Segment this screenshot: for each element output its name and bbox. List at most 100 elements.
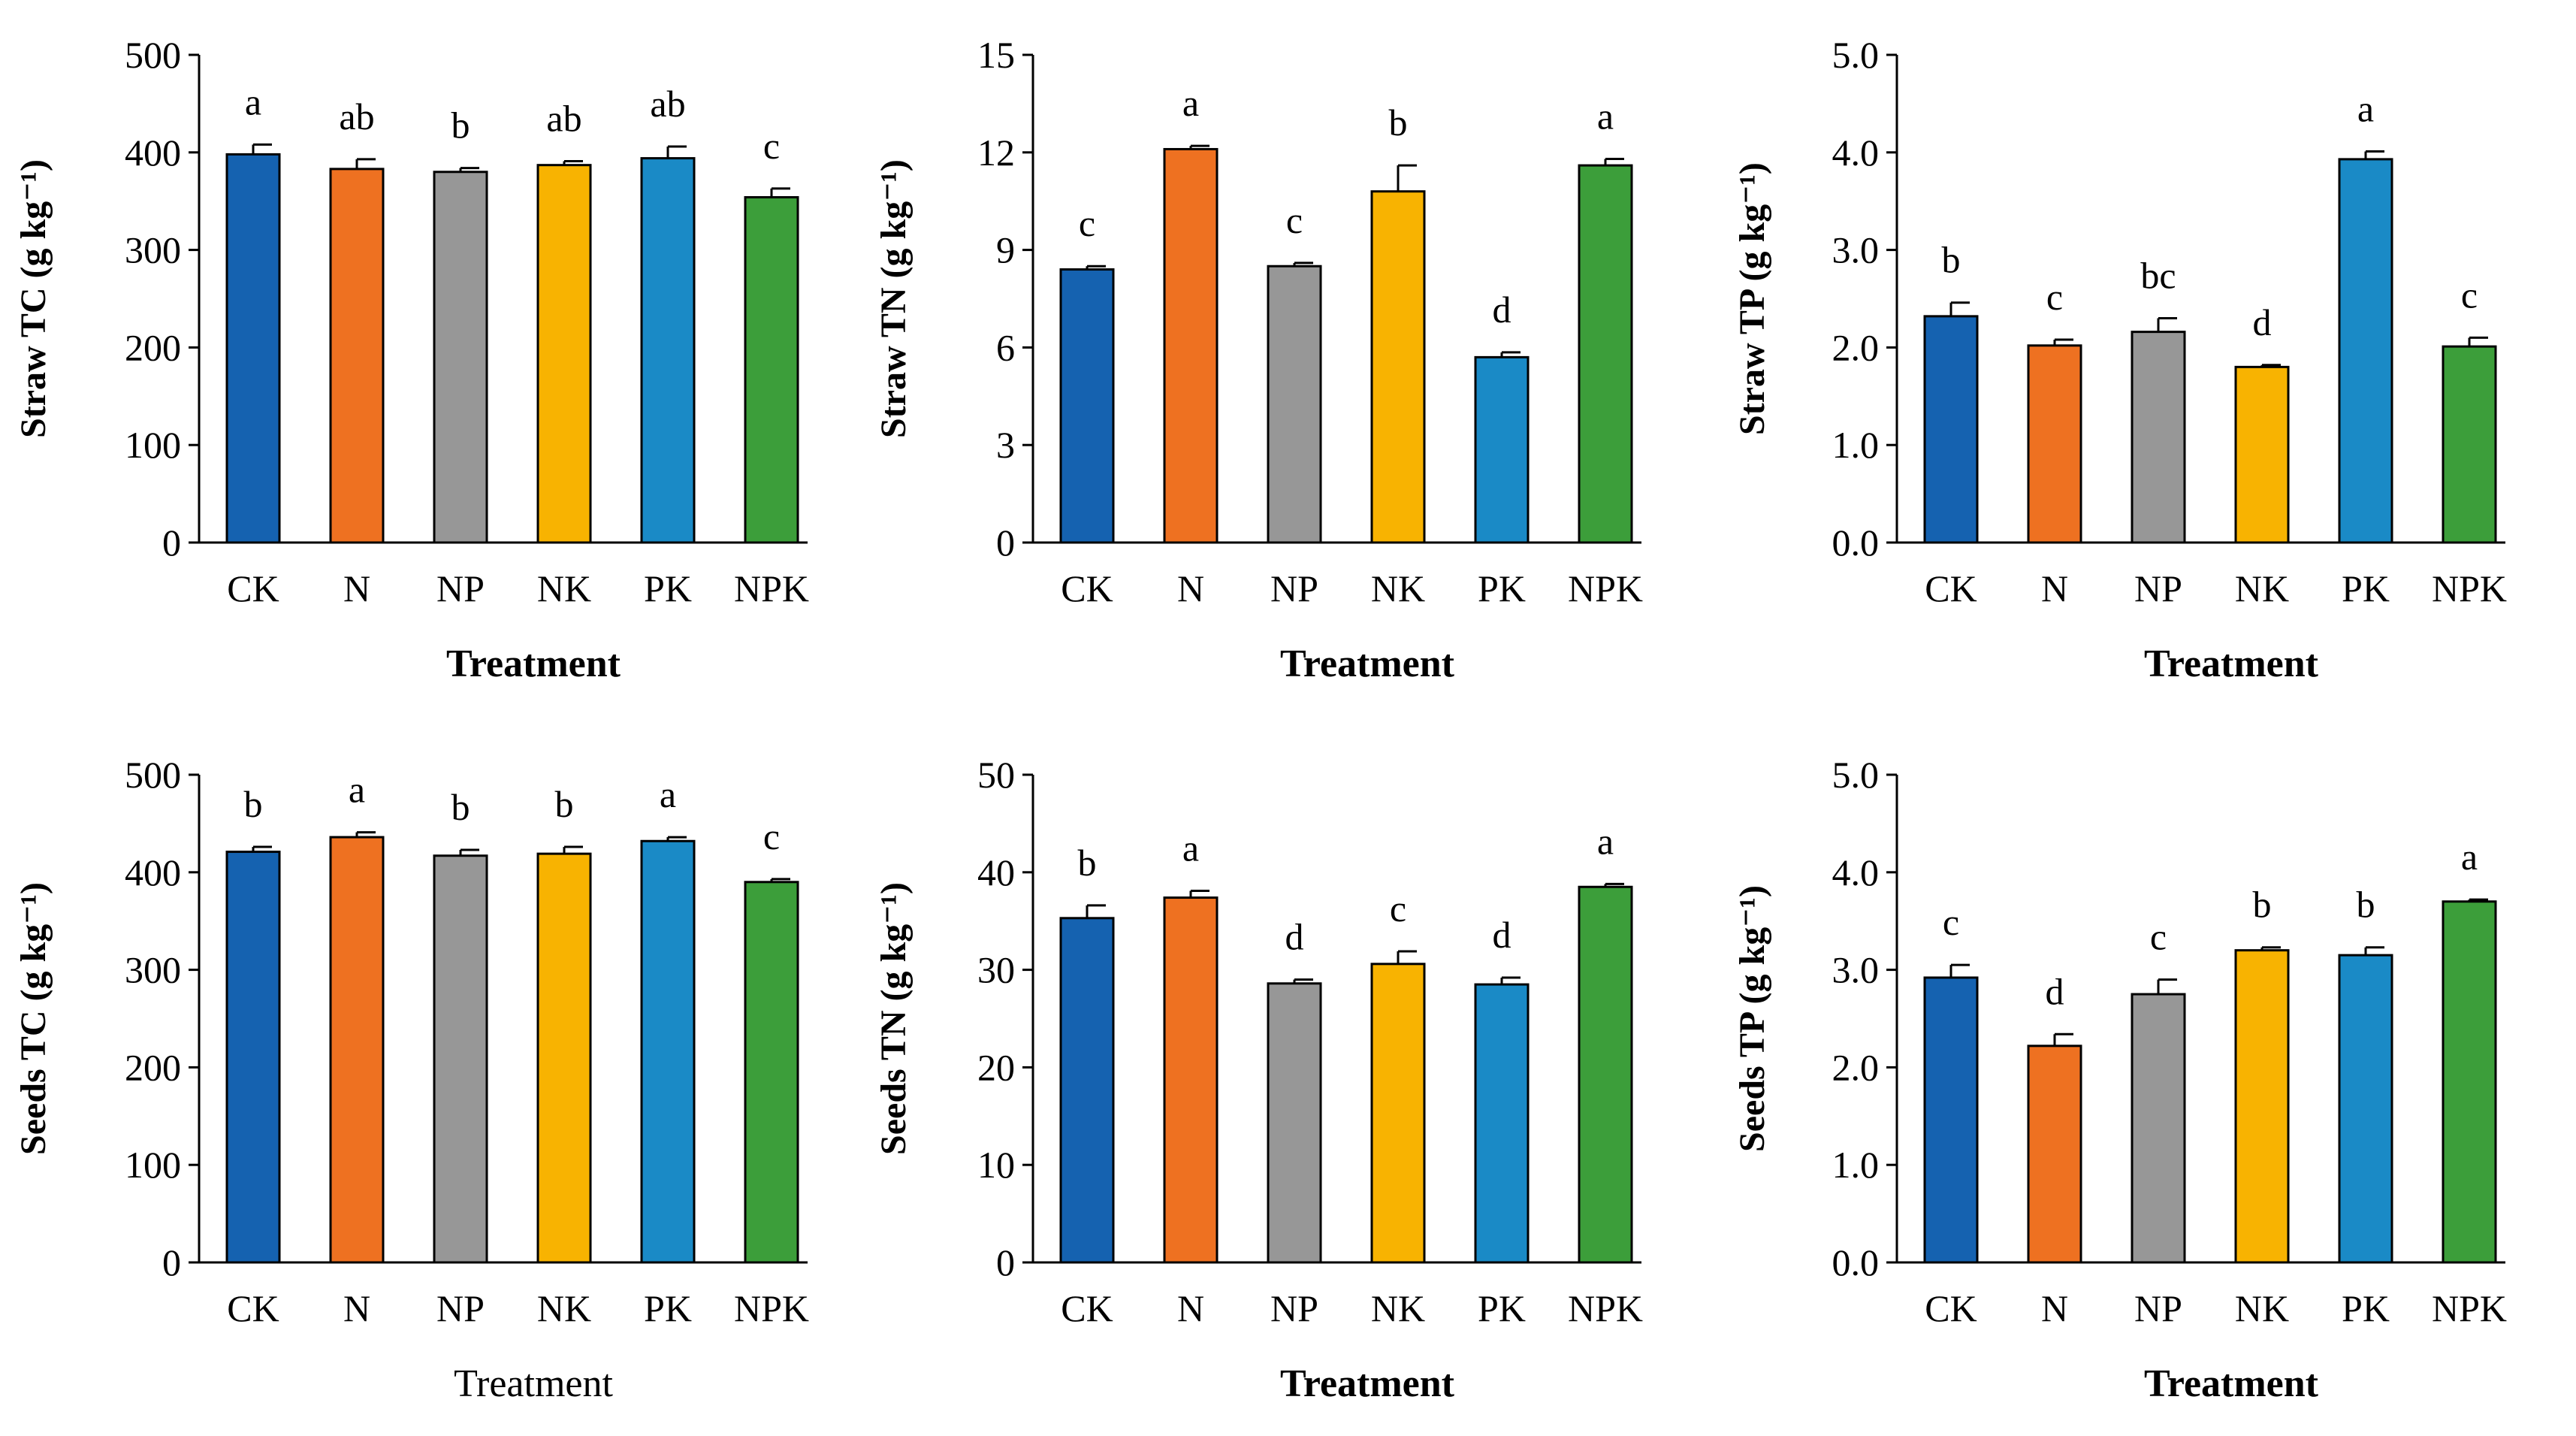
y-axis-title: Seeds TP (g kg⁻¹) <box>1732 885 1772 1152</box>
y-tick-label: 9 <box>996 229 1015 271</box>
y-tick-label: 500 <box>125 34 181 76</box>
x-axis-title: Treatment <box>1280 1362 1455 1405</box>
significance-letter: b <box>1942 239 1961 281</box>
y-tick-label: 1.0 <box>1832 1144 1880 1186</box>
x-tick-label: NK <box>537 567 591 609</box>
significance-letter: c <box>1943 901 1959 943</box>
bar-n <box>2027 344 2082 544</box>
y-axis-title: Seeds TC (g kg⁻¹) <box>14 882 53 1155</box>
chart-panel-2: 0 3 6 9 12 15 c CK a Nc NP b NK d PK a NPK Treatment Straw… <box>874 34 1643 685</box>
y-tick-label: 0 <box>996 1241 1015 1283</box>
y-tick-label: 100 <box>125 1144 181 1186</box>
x-tick-label: PK <box>1478 567 1526 609</box>
bar-nk <box>2234 949 2290 1264</box>
bar-np <box>2131 993 2186 1264</box>
x-tick-label: PK <box>644 567 692 609</box>
x-tick-label: NP <box>1270 567 1318 609</box>
y-tick-label: 0 <box>162 1241 181 1283</box>
x-tick-label: NP <box>2134 1287 2182 1329</box>
y-tick-label: 1.0 <box>1832 424 1880 466</box>
x-axis-title: Treatment <box>454 1362 613 1405</box>
x-tick-label: NP <box>1270 1287 1318 1329</box>
y-tick-label: 50 <box>977 754 1015 796</box>
bar-ck <box>1059 917 1115 1264</box>
y-tick-label: 3 <box>996 424 1015 466</box>
significance-letter: c <box>763 815 780 857</box>
significance-letter: ab <box>339 95 374 138</box>
y-tick-label: 3.0 <box>1832 229 1880 271</box>
significance-letter: b <box>451 104 470 147</box>
y-tick-label: 40 <box>977 851 1015 893</box>
significance-letter: d <box>2046 970 2064 1012</box>
significance-letter: a <box>1182 82 1199 124</box>
y-tick-label: 4.0 <box>1832 851 1880 893</box>
bar-nk <box>1370 963 1426 1264</box>
y-tick-label: 4.0 <box>1832 132 1880 174</box>
x-tick-label: NPK <box>1568 567 1643 609</box>
x-tick-label: NPK <box>1568 1287 1643 1329</box>
bar-ck <box>1923 976 1979 1264</box>
bar-n <box>329 168 385 544</box>
y-tick-label: 500 <box>125 754 181 796</box>
significance-letter: d <box>1493 914 1511 956</box>
significance-letter: a <box>1597 95 1614 137</box>
x-tick-label: PK <box>1478 1287 1526 1329</box>
bar-ck <box>1059 268 1115 544</box>
x-tick-label: N <box>1177 567 1204 609</box>
bar-np <box>1267 265 1322 544</box>
significance-letter: c <box>1390 887 1406 930</box>
x-tick-label: N <box>2041 567 2068 609</box>
chart-panel-5: 0 10 20 30 40 50 b CK a Nd NP c NK d PK a NPK Treatment Se… <box>874 754 1643 1405</box>
y-axis-title: Straw TC (g kg⁻¹) <box>14 159 53 438</box>
significance-letter: a <box>660 773 676 815</box>
chart-panel-4: 0 100 200 300 400 500 b CK a Nb NP b NK a PK c NPK Treatm… <box>14 754 809 1405</box>
bar-npk <box>744 196 799 544</box>
y-tick-label: 400 <box>125 851 181 893</box>
bar-pk <box>2338 158 2393 544</box>
significance-letter: d <box>1285 916 1304 958</box>
significance-letter: d <box>2253 301 2272 343</box>
x-tick-label: NP <box>436 1287 485 1329</box>
significance-letter: a <box>1182 827 1199 869</box>
significance-letter: b <box>2357 884 2375 926</box>
y-tick-label: 5.0 <box>1832 754 1880 796</box>
significance-letter: ab <box>546 97 581 139</box>
bar-npk <box>2442 900 2497 1264</box>
x-tick-label: NPK <box>2432 1287 2507 1329</box>
bar-npk <box>1578 164 1633 544</box>
x-tick-label: N <box>343 1287 370 1329</box>
x-axis-title: Treatment <box>1280 642 1455 685</box>
bar-nk <box>2234 365 2290 544</box>
y-tick-label: 3.0 <box>1832 949 1880 991</box>
x-axis-title: Treatment <box>446 642 621 685</box>
x-tick-label: NPK <box>2432 567 2507 609</box>
x-tick-label: CK <box>1925 1287 1977 1329</box>
bar-n <box>1163 147 1219 544</box>
y-tick-label: 2.0 <box>1832 1046 1880 1088</box>
significance-letter: c <box>1286 199 1303 241</box>
y-tick-label: 15 <box>977 34 1015 76</box>
significance-letter: d <box>1493 289 1511 331</box>
bar-np <box>2131 331 2186 544</box>
significance-letter: b <box>555 783 574 825</box>
bar-npk <box>2442 345 2497 544</box>
bar-n <box>2027 1045 2082 1264</box>
bar-pk <box>640 157 696 544</box>
bar-ck <box>225 851 281 1264</box>
x-tick-label: PK <box>2342 1287 2390 1329</box>
x-tick-label: NP <box>2134 567 2182 609</box>
bar-pk <box>2338 954 2393 1264</box>
x-tick-label: NK <box>537 1287 591 1329</box>
y-tick-label: 400 <box>125 132 181 174</box>
x-tick-label: N <box>2041 1287 2068 1329</box>
bar-np <box>1267 982 1322 1264</box>
bar-pk <box>1474 983 1530 1264</box>
x-tick-label: CK <box>1925 567 1977 609</box>
significance-letter: a <box>1597 820 1614 862</box>
significance-letter: bc <box>2140 254 2176 296</box>
y-axis-title: Straw TP (g kg⁻¹) <box>1732 162 1772 435</box>
x-tick-label: NK <box>1371 1287 1425 1329</box>
x-tick-label: NK <box>1371 567 1425 609</box>
bar-pk <box>1474 355 1530 544</box>
y-tick-label: 0 <box>996 521 1015 564</box>
